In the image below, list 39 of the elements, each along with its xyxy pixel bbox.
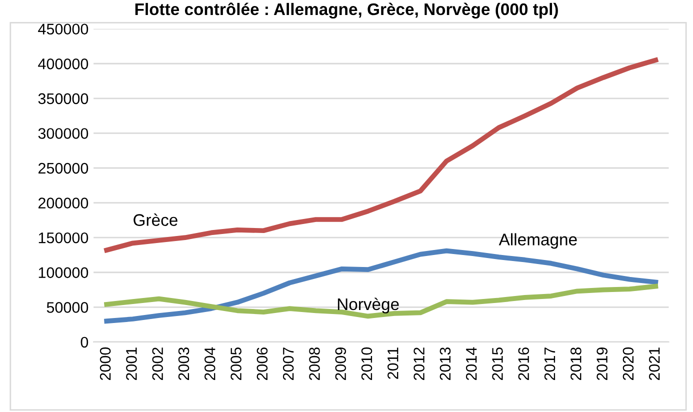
line-series	[104, 284, 658, 319]
y-tick-label: 50000	[46, 302, 88, 313]
series-label: Grèce	[134, 214, 178, 226]
x-tick-label: 2017	[544, 348, 556, 380]
line-series	[104, 248, 658, 324]
x-tick-label: 2014	[466, 347, 477, 380]
x-tick-label: 2013	[440, 347, 451, 380]
y-tick-label: 250000	[38, 162, 88, 174]
x-tick-label: 2021	[648, 348, 660, 380]
x-tick-label: 2012	[414, 348, 424, 380]
chart-title: Flotte contrôlée : Allemagne, Grèce, Norvège (000 tpl)	[135, 2, 558, 19]
x-tick-label: 2016	[518, 347, 530, 380]
x-tick-label: 2002	[152, 348, 164, 380]
series-label: Norvège	[338, 298, 399, 314]
x-tick-label: 2018	[570, 347, 582, 380]
y-tick-label: 400000	[38, 58, 88, 70]
x-tick-label: 2019	[596, 348, 608, 380]
x-tick-label: 2004	[204, 347, 216, 380]
y-tick-label: 450000	[38, 24, 88, 35]
y-tick-label: 200000	[38, 198, 88, 208]
line-series	[104, 58, 658, 253]
y-tick-label: 0	[80, 336, 88, 348]
x-tick-label: 2003	[178, 347, 190, 380]
x-tick-label: 2006	[256, 347, 268, 380]
y-tick-label: 100000	[38, 267, 88, 278]
x-tick-label: 2000	[100, 347, 111, 380]
x-tick-label: 2007	[282, 348, 294, 380]
x-tick-label: 2005	[230, 347, 242, 380]
x-tick-label: 2015	[492, 347, 503, 380]
x-tick-label: 2011	[388, 348, 398, 379]
x-tick-label: 2001	[126, 348, 137, 380]
y-tick-label: 300000	[38, 128, 88, 139]
series-label: Allemagne	[498, 233, 577, 249]
x-tick-label: 2010	[361, 347, 372, 380]
y-tick-label: 350000	[38, 93, 88, 104]
x-tick-label: 2009	[335, 348, 346, 380]
y-tick-label: 150000	[38, 232, 88, 244]
x-tick-label: 2020	[622, 347, 634, 380]
x-tick-label: 2008	[309, 347, 320, 380]
